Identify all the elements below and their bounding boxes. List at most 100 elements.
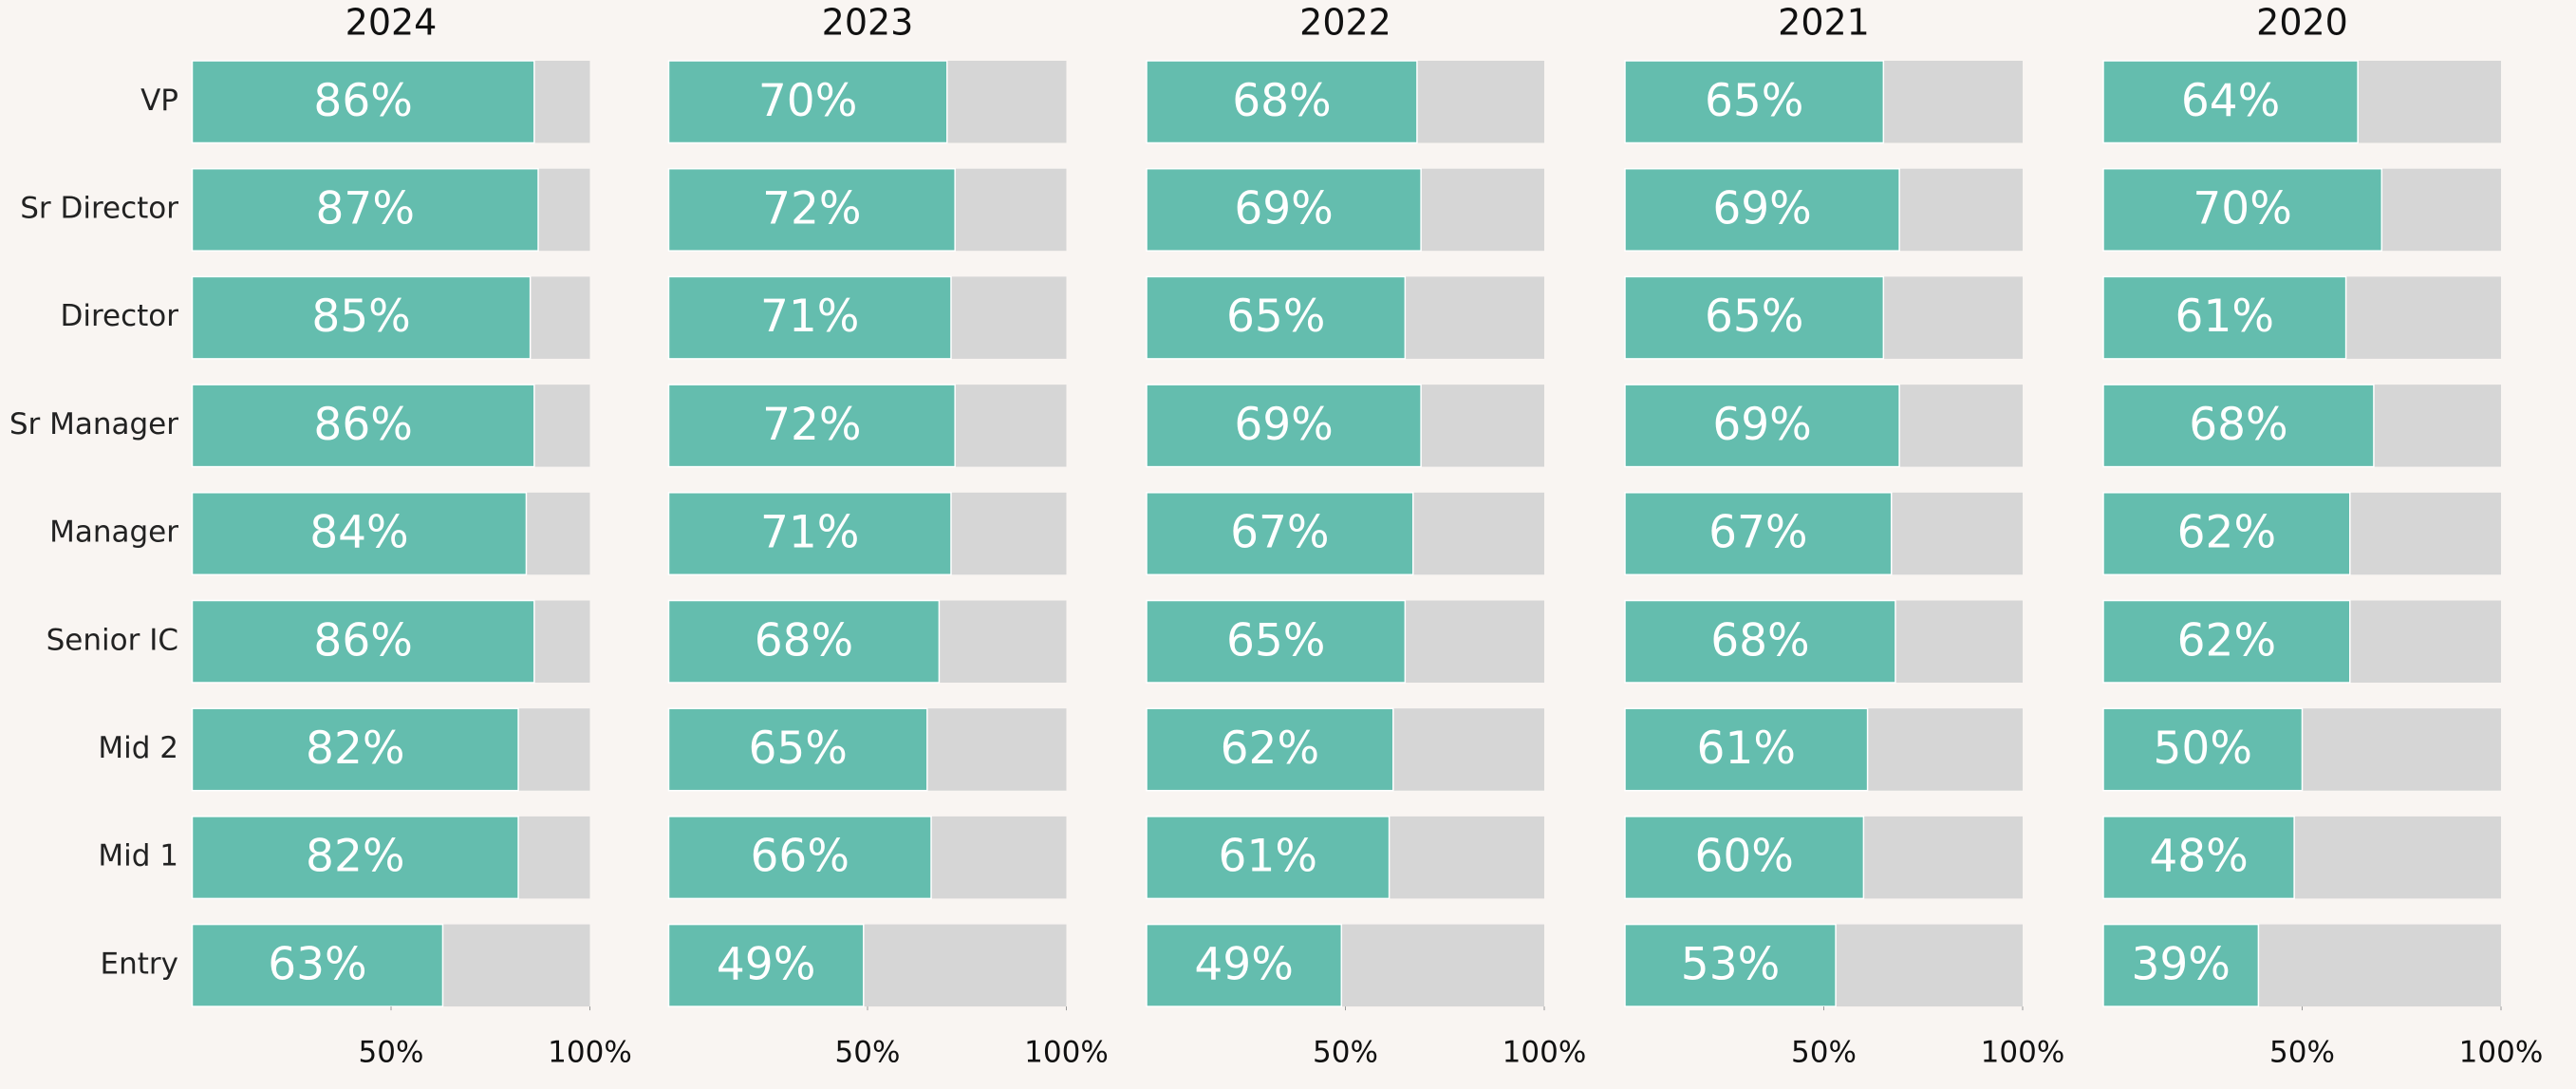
value-label: 72%: [762, 399, 861, 451]
bar: [1624, 492, 1893, 576]
value-label: 85%: [311, 291, 410, 343]
value-label: 70%: [758, 75, 857, 127]
bar: [1146, 384, 1422, 468]
value-label: 62%: [2177, 614, 2276, 667]
x-tick-label: 100%: [1503, 1036, 1587, 1070]
value-label: 49%: [717, 938, 815, 990]
bar: [2102, 384, 2375, 468]
value-label: 49%: [1194, 938, 1293, 990]
value-label: 64%: [2181, 75, 2280, 127]
panel-title: 2023: [822, 2, 914, 44]
bar: [191, 492, 528, 576]
category-label: Entry: [101, 947, 178, 981]
value-label: 86%: [313, 75, 412, 127]
bar: [1624, 599, 1896, 684]
bar: [667, 275, 952, 360]
x-tick-label: 50%: [359, 1036, 424, 1070]
value-label: 68%: [1710, 614, 1809, 667]
value-label: 68%: [2189, 399, 2287, 451]
value-label: 63%: [268, 938, 366, 990]
category-label: Senior IC: [47, 623, 178, 657]
value-label: 72%: [762, 182, 861, 235]
bar: [1146, 707, 1394, 792]
value-label: 62%: [2177, 507, 2276, 559]
bar: [2102, 923, 2260, 1007]
category-label: Mid 2: [98, 731, 178, 765]
value-label: 69%: [1234, 399, 1333, 451]
bar: [191, 923, 444, 1007]
bar: [1146, 599, 1407, 684]
value-label: 69%: [1712, 182, 1811, 235]
bar: [667, 492, 952, 576]
value-label: 67%: [1230, 507, 1329, 559]
bar: [2102, 60, 2359, 144]
category-label: Sr Manager: [9, 407, 178, 441]
bar: [1146, 923, 1343, 1007]
value-label: 86%: [313, 399, 412, 451]
bar: [667, 923, 865, 1007]
bar: [2102, 599, 2351, 684]
bar: [191, 384, 535, 468]
x-tick-label: 100%: [1981, 1036, 2065, 1070]
value-label: 82%: [306, 831, 404, 883]
x-tick-label: 50%: [2269, 1036, 2335, 1070]
x-tick-label: 50%: [1791, 1036, 1857, 1070]
category-label: VP: [140, 84, 178, 118]
value-label: 69%: [1712, 399, 1811, 451]
value-label: 65%: [748, 723, 847, 775]
x-tick-label: 100%: [548, 1036, 632, 1070]
panel-title: 2020: [2256, 2, 2348, 44]
value-label: 62%: [1221, 723, 1319, 775]
bar: [191, 707, 519, 792]
value-label: 48%: [2149, 831, 2248, 883]
value-label: 61%: [1697, 723, 1796, 775]
bar: [2102, 492, 2351, 576]
value-label: 69%: [1234, 182, 1333, 235]
value-label: 65%: [1705, 291, 1803, 343]
value-label: 39%: [2131, 938, 2230, 990]
bar: [1624, 707, 1869, 792]
bar: [191, 599, 535, 684]
value-label: 82%: [306, 723, 404, 775]
value-label: 65%: [1705, 75, 1803, 127]
bar: [1624, 816, 1865, 900]
value-label: 50%: [2154, 723, 2252, 775]
value-label: 86%: [313, 614, 412, 667]
bar: [191, 167, 539, 252]
value-label: 65%: [1226, 291, 1325, 343]
bar: [191, 60, 535, 144]
bar: [1624, 167, 1900, 252]
bar: [667, 60, 948, 144]
value-label: 53%: [1681, 938, 1780, 990]
bar: [191, 275, 532, 360]
value-label: 65%: [1226, 614, 1325, 667]
value-label: 68%: [755, 614, 853, 667]
x-tick-label: 50%: [1313, 1036, 1378, 1070]
value-label: 60%: [1694, 831, 1793, 883]
value-label: 87%: [316, 182, 415, 235]
panel-title: 2021: [1778, 2, 1870, 44]
x-tick-label: 100%: [1024, 1036, 1109, 1070]
bar: [2102, 707, 2304, 792]
panel-title: 2024: [345, 2, 438, 44]
bar: [1146, 167, 1422, 252]
bar: [2102, 816, 2295, 900]
bar: [191, 816, 519, 900]
bar: [2102, 275, 2347, 360]
category-label: Sr Director: [20, 191, 178, 225]
category-label: Mid 1: [98, 839, 178, 873]
bar: [2102, 167, 2383, 252]
value-label: 67%: [1708, 507, 1807, 559]
value-label: 84%: [309, 507, 408, 559]
bar: [1624, 60, 1885, 144]
bar: [1146, 816, 1391, 900]
value-label: 71%: [760, 507, 859, 559]
category-label: Manager: [49, 516, 178, 550]
category-label: Director: [60, 299, 178, 333]
bar: [667, 167, 956, 252]
value-label: 71%: [760, 291, 859, 343]
bar: [1146, 60, 1418, 144]
value-label: 70%: [2193, 182, 2291, 235]
bar: [667, 816, 932, 900]
